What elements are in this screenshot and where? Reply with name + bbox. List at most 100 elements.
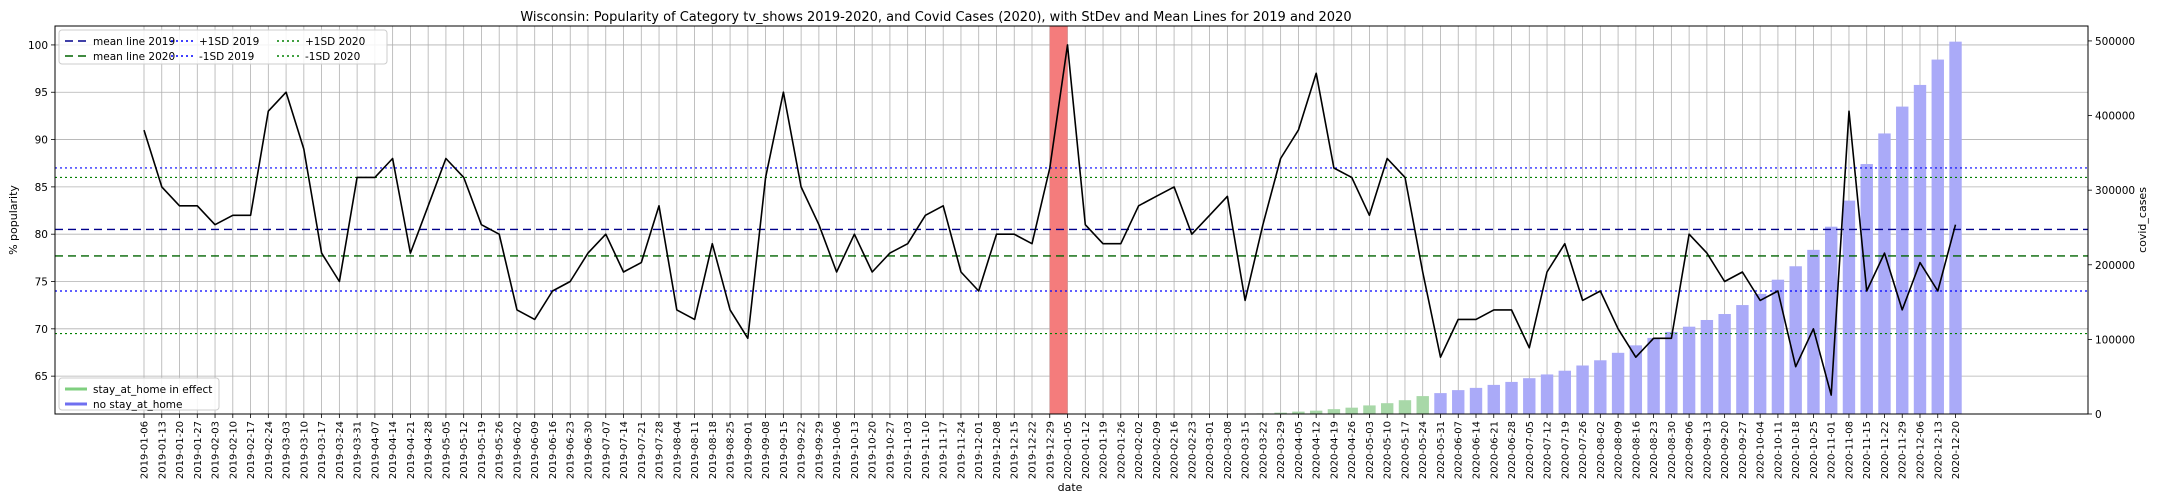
covid-bar xyxy=(1629,345,1643,414)
y2-tick-label: 500000 xyxy=(2095,36,2135,48)
x-tick-label: 2020-08-09 xyxy=(1614,421,1625,479)
x-tick-label: 2019-09-08 xyxy=(761,421,772,479)
x-tick-label: 2019-03-24 xyxy=(335,421,346,479)
covid-bar xyxy=(1469,387,1483,414)
legend-top-label: +1SD 2019 xyxy=(199,36,259,48)
x-tick-label: 2020-02-09 xyxy=(1152,421,1163,479)
covid-bar xyxy=(1753,293,1767,414)
covid-bar xyxy=(1611,352,1625,414)
x-tick-label: 2019-02-10 xyxy=(228,421,239,479)
x-tick-label: 2019-10-06 xyxy=(832,421,843,479)
x-tick-label: 2019-01-13 xyxy=(157,421,168,479)
covid-bar xyxy=(1345,407,1358,414)
y-tick-label: 65 xyxy=(35,371,48,383)
y2-tick-label: 200000 xyxy=(2095,260,2135,272)
covid-bar xyxy=(1771,279,1785,414)
x-tick-label: 2019-09-29 xyxy=(814,421,825,479)
x-tick-label: 2020-08-02 xyxy=(1596,421,1607,479)
x-tick-label: 2019-06-09 xyxy=(530,421,541,479)
covid-bar xyxy=(1434,393,1447,414)
reference-lines xyxy=(55,167,2088,335)
x-tick-label: 2020-11-01 xyxy=(1827,421,1838,479)
x-tick-label: 2020-12-06 xyxy=(1916,421,1927,479)
covid-bar xyxy=(1398,400,1412,414)
covid-bar xyxy=(1931,59,1944,414)
x-tick-label: 2020-01-05 xyxy=(1063,421,1074,479)
x-tick-label: 2019-08-18 xyxy=(708,421,719,479)
x-tick-label: 2020-03-01 xyxy=(1205,421,1216,479)
covid-bar xyxy=(1896,106,1909,414)
covid-bar xyxy=(1878,133,1891,414)
covid-bar xyxy=(1576,365,1589,414)
plot-frame xyxy=(54,25,2089,415)
covid-bar xyxy=(1540,374,1554,414)
y-tick-label: 90 xyxy=(35,135,48,147)
x-tick-label: 2019-12-15 xyxy=(1010,421,1021,479)
x-tick-label: 2020-09-27 xyxy=(1738,421,1749,479)
y-tick-label: 85 xyxy=(35,182,48,194)
covid-bar xyxy=(1647,337,1660,414)
y2-tick-label: 400000 xyxy=(2095,111,2135,123)
x-tick-label: 2020-07-05 xyxy=(1525,421,1536,479)
covid-bar xyxy=(1949,41,1962,415)
x-tick-label: 2019-06-23 xyxy=(566,421,577,479)
legend-bottom-label: stay_at_home in effect xyxy=(93,384,212,396)
x-tick-label: 2020-10-18 xyxy=(1791,421,1802,479)
x-tick-label: 2019-03-31 xyxy=(353,421,364,479)
x-tick-label: 2020-05-03 xyxy=(1365,421,1376,479)
x-tick-label: 2019-06-16 xyxy=(548,421,559,479)
y-tick-label: 80 xyxy=(35,229,48,241)
x-tick-label: 2019-05-19 xyxy=(477,421,488,479)
x-tick-label: 2019-09-15 xyxy=(779,421,790,479)
x-tick-label: 2019-07-07 xyxy=(601,421,612,479)
x-tick-label: 2019-10-13 xyxy=(850,421,861,479)
x-tick-label: 2019-04-07 xyxy=(370,421,381,479)
covid-bar xyxy=(1363,405,1376,414)
highlight-band xyxy=(1049,26,1068,414)
x-tick-label: 2020-04-26 xyxy=(1347,421,1358,479)
x-tick-label: 2019-05-05 xyxy=(441,421,452,479)
x-tick-label: 2020-06-28 xyxy=(1507,421,1518,479)
x-tick-label: 2020-09-13 xyxy=(1702,421,1713,479)
y2-tick-label: 300000 xyxy=(2095,185,2135,197)
covid-bar xyxy=(1452,390,1465,414)
x-tick-label: 2019-08-25 xyxy=(726,421,737,479)
x-tick-label: 2020-12-13 xyxy=(1933,421,1944,479)
x-tick-label: 2020-03-29 xyxy=(1276,421,1287,479)
x-tick-label: 2019-03-10 xyxy=(299,421,310,479)
y2-tick-label: 0 xyxy=(2095,409,2102,421)
x-tick-label: 2020-10-04 xyxy=(1756,421,1767,479)
covid-bar xyxy=(1292,411,1305,414)
covid-bar xyxy=(1736,305,1749,414)
x-tick-label: 2019-11-24 xyxy=(956,421,967,479)
x-tick-label: 2019-05-26 xyxy=(495,421,506,479)
y2-axis-label: covid_cases xyxy=(2136,187,2149,253)
covid-bar xyxy=(1594,360,1607,414)
x-axis-label: date xyxy=(1058,481,1083,494)
x-tick-label: 2019-01-27 xyxy=(193,421,204,479)
legends: mean line 2019 mean line 2020 +1SD 2019 -1S… xyxy=(58,29,388,411)
x-tick-label: 2020-08-16 xyxy=(1631,421,1642,479)
x-tick-label: 2020-03-22 xyxy=(1258,421,1269,479)
y-axis-label: % popularity xyxy=(7,185,20,255)
y-tick-label: 95 xyxy=(35,87,48,99)
x-tick-label: 2020-06-21 xyxy=(1489,421,1500,479)
x-tick-label: 2020-08-30 xyxy=(1667,421,1678,479)
covid-bars xyxy=(1256,41,1962,415)
x-tick-label: 2020-02-23 xyxy=(1187,421,1198,479)
x-tick-label: 2020-05-31 xyxy=(1436,421,1447,479)
covid-bar xyxy=(1487,384,1500,414)
x-tick-label: 2020-05-10 xyxy=(1383,421,1394,479)
x-tick-label: 2019-05-12 xyxy=(459,421,470,479)
x-tick-label: 2020-01-12 xyxy=(1081,421,1092,479)
x-tick-label: 2020-01-26 xyxy=(1116,421,1127,479)
x-tick-label: 2020-05-24 xyxy=(1418,421,1429,479)
covid-bar xyxy=(1842,200,1856,414)
axes: 2019-01-06 2019-01-13 2019-01-20 2019-01-27… xyxy=(28,25,2135,479)
covid-bar xyxy=(1789,266,1802,414)
x-tick-label: 2020-07-12 xyxy=(1543,421,1554,479)
x-tick-label: 2020-04-12 xyxy=(1312,421,1323,479)
covid-bar xyxy=(1309,410,1323,414)
